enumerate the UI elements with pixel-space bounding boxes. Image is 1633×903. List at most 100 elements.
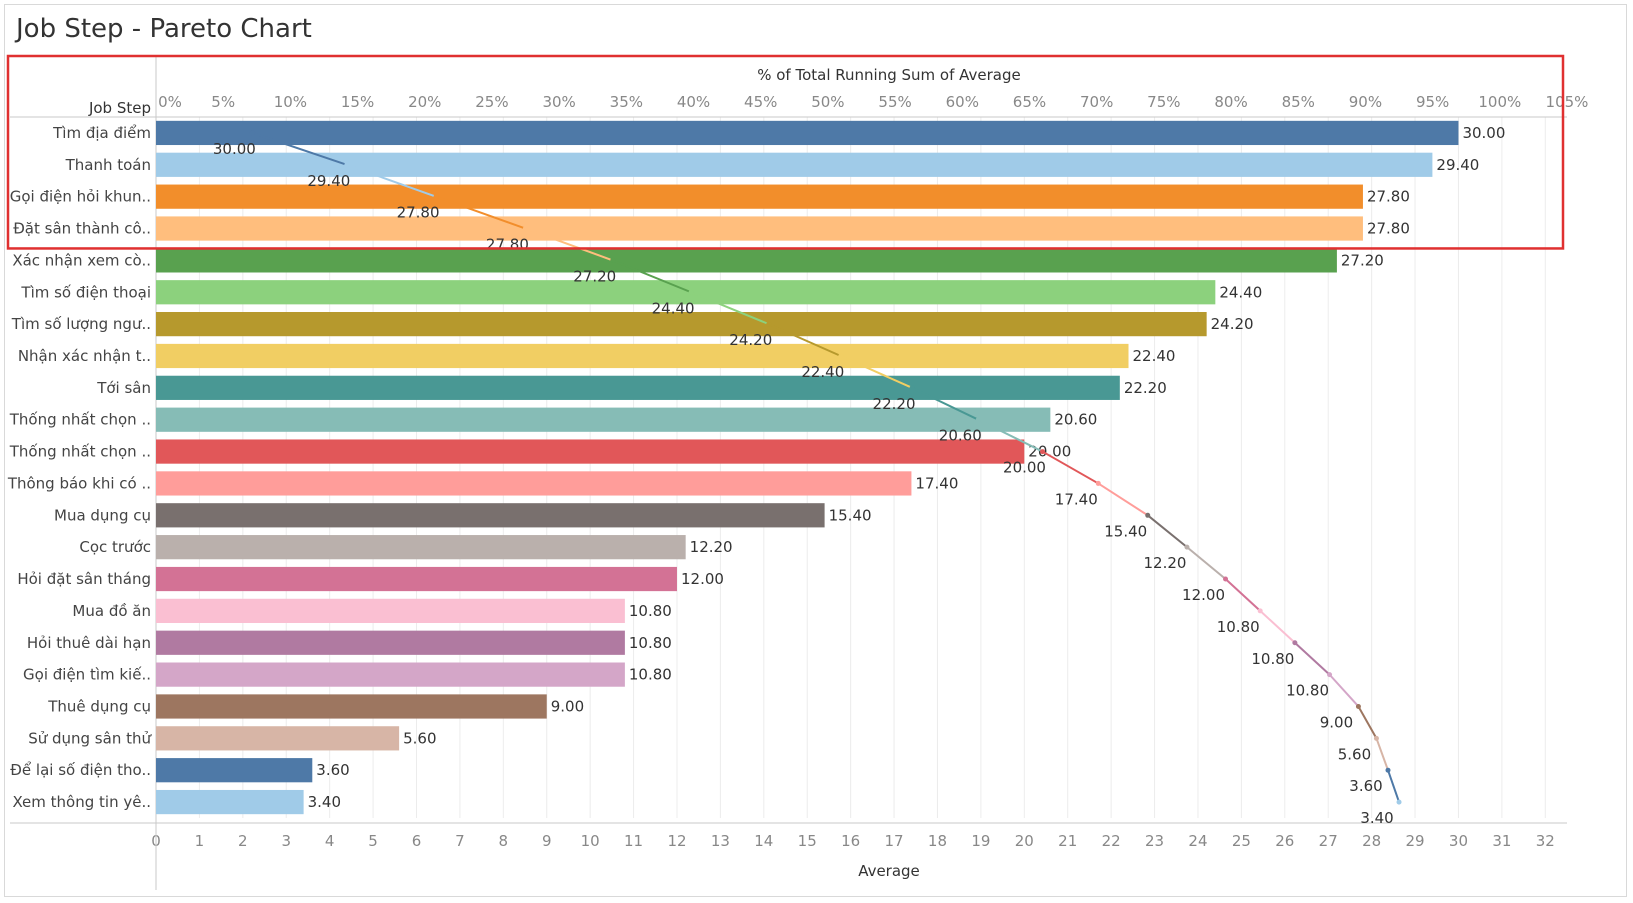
- pareto-point: [909, 385, 915, 391]
- pareto-point-label: 30.00: [213, 140, 256, 158]
- category-label: Thông báo khi có ..: [7, 474, 151, 492]
- axes-layer: % of Total Running Sum of Average Job St…: [7, 55, 1588, 890]
- bar: [156, 312, 1207, 337]
- x2-tick-label: 35%: [610, 93, 643, 111]
- pareto-line-segment: [1097, 482, 1149, 517]
- x-tick-label: 25: [1232, 832, 1251, 850]
- x-tick-label: 9: [542, 832, 552, 850]
- pareto-point: [1257, 608, 1263, 614]
- pareto-point-label: 17.40: [1055, 490, 1098, 508]
- x2-tick-label: 100%: [1478, 93, 1521, 111]
- x2-tick-label: 15%: [341, 93, 374, 111]
- pareto-line-segment: [840, 355, 913, 389]
- x-tick-label: 3: [281, 832, 291, 850]
- pareto-line-segment: [1375, 737, 1389, 771]
- pareto-point-label: 15.40: [1104, 522, 1147, 540]
- dashboard-frame: [4, 4, 1627, 897]
- bar-value-label: 12.00: [681, 570, 724, 588]
- x2-tick-label: 0%: [158, 93, 182, 111]
- pareto-point-label: 27.80: [486, 236, 529, 254]
- bar: [156, 535, 686, 560]
- pareto-point-label: 22.20: [873, 395, 916, 413]
- bar: [156, 630, 625, 655]
- x-tick-label: 22: [1102, 832, 1121, 850]
- bar-value-label: 10.80: [629, 666, 672, 684]
- x2-tick-label: 95%: [1416, 93, 1449, 111]
- x2-tick-label: 80%: [1214, 93, 1247, 111]
- pareto-point: [610, 257, 616, 263]
- pareto-line-segment: [768, 323, 842, 357]
- x2-tick-label: 25%: [475, 93, 508, 111]
- x-tick-label: 24: [1188, 832, 1207, 850]
- x2-tick-label: 70%: [1080, 93, 1113, 111]
- pareto-line-segment: [911, 386, 979, 421]
- bar-value-label: 24.20: [1211, 315, 1254, 333]
- x2-tick-label: 40%: [677, 93, 710, 111]
- pareto-line-layer: 30.00 29.40 27.80 27.80 27.20 24.40 24.20 22.40…: [213, 130, 1402, 827]
- category-label: Gọi điện hỏi khun..: [10, 188, 151, 206]
- x-tick-label: 13: [711, 832, 730, 850]
- category-label: Thanh toán: [65, 156, 151, 174]
- pareto-point-label: 12.00: [1182, 586, 1225, 604]
- pareto-line-segment: [690, 291, 770, 326]
- x2-tick-label: 55%: [878, 93, 911, 111]
- x-tick-label: 16: [841, 832, 860, 850]
- pareto-point: [1095, 480, 1101, 486]
- pareto-point: [433, 194, 439, 200]
- x-tick-label: 6: [412, 832, 422, 850]
- x2-tick-label: 10%: [274, 93, 307, 111]
- pareto-point-label: 27.80: [397, 204, 440, 222]
- pareto-line-segment: [1259, 610, 1296, 644]
- pareto-line-segment: [612, 259, 692, 294]
- pareto-line-segment: [1328, 673, 1360, 708]
- pareto-line-segment: [1147, 514, 1188, 548]
- bar: [156, 471, 912, 496]
- pareto-point-label: 3.60: [1349, 777, 1382, 795]
- x2-tick-label: 50%: [811, 93, 844, 111]
- pareto-line-segment: [252, 131, 348, 166]
- bar-value-label: 10.80: [629, 602, 672, 620]
- category-label: Tìm số điện thoại: [20, 283, 151, 301]
- bar-value-label: 5.60: [403, 729, 436, 747]
- x-tick-label: 27: [1319, 832, 1338, 850]
- category-label: Hỏi đặt sân tháng: [17, 570, 151, 588]
- pareto-line-segment: [1186, 546, 1227, 580]
- x2-tick-label: 45%: [744, 93, 777, 111]
- pareto-point-label: 10.80: [1286, 682, 1329, 700]
- highlight-layer: [6, 54, 1565, 250]
- bar-value-label: 20.00: [1028, 443, 1071, 461]
- bar-value-label: 20.60: [1054, 411, 1097, 429]
- bar-value-label: 24.40: [1219, 283, 1262, 301]
- x-tick-label: 17: [885, 832, 904, 850]
- pareto-point-label: 10.80: [1251, 650, 1294, 668]
- x-tick-label: 31: [1492, 832, 1511, 850]
- pareto-point-label: 12.20: [1143, 554, 1186, 572]
- bottom-axis-title: Average: [858, 862, 920, 880]
- pareto-point: [838, 353, 844, 359]
- x-tick-label: 23: [1145, 832, 1164, 850]
- x2-tick-label: 5%: [211, 93, 235, 111]
- bar: [156, 280, 1216, 305]
- pareto-point: [688, 289, 694, 295]
- x-tick-label: 26: [1275, 832, 1294, 850]
- bar-value-label: 12.20: [690, 538, 733, 556]
- x-tick-label: 14: [754, 832, 773, 850]
- bar-value-label: 27.20: [1341, 251, 1384, 269]
- x-tick-label: 1: [195, 832, 205, 850]
- bar: [156, 343, 1129, 369]
- category-label: Sử dụng sân thử: [28, 729, 152, 747]
- pareto-line-segment: [1042, 450, 1099, 485]
- category-label: Thống nhất chọn ..: [9, 443, 151, 461]
- x-tick-label: 21: [1058, 832, 1077, 850]
- pareto-point: [1327, 672, 1333, 678]
- bar-value-label: 15.40: [829, 506, 872, 524]
- x-tick-label: 30: [1449, 832, 1468, 850]
- category-label: Hỏi thuê dài hạn: [27, 634, 151, 652]
- bar-value-label: 3.40: [308, 793, 341, 811]
- x-tick-label: 5: [368, 832, 378, 850]
- bar: [156, 503, 825, 528]
- x-tick-label: 32: [1536, 832, 1555, 850]
- x2-tick-label: 85%: [1282, 93, 1315, 111]
- category-label: Mua đồ ăn: [72, 602, 151, 620]
